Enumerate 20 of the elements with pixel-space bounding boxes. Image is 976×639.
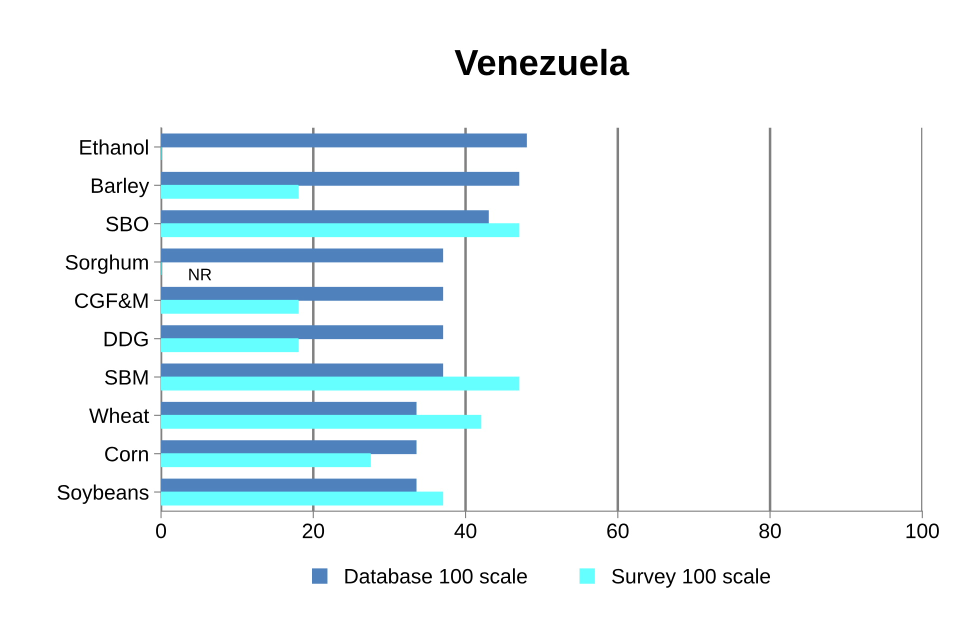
x-tick-label: 20	[302, 524, 324, 538]
x-tick-label: 100	[906, 524, 939, 538]
annotation: NR	[189, 268, 212, 280]
legend-label: Database 100 scale	[345, 568, 527, 584]
y-tick-label: Barley	[92, 178, 150, 198]
legend-label: Survey 100 scale	[612, 568, 770, 588]
y-tick-label: Wheat	[89, 408, 150, 424]
chart-title: Venezuela	[454, 48, 630, 76]
y-tick-label: Soybeans	[58, 484, 148, 504]
y-tick-label: CGF&M	[75, 293, 148, 308]
x-tick-label: 0	[156, 524, 166, 538]
y-tick-label: SBO	[106, 216, 148, 232]
x-tick-label: 60	[607, 524, 629, 538]
y-tick-label: DDG	[104, 332, 148, 346]
x-tick-label: 40	[454, 524, 476, 538]
y-tick-label: SBM	[105, 370, 148, 385]
y-tick-label: Corn	[105, 446, 148, 462]
x-tick-label: 80	[759, 524, 781, 538]
y-tick-label: Sorghum	[66, 254, 148, 274]
y-tick-label: Ethanol	[80, 139, 148, 155]
